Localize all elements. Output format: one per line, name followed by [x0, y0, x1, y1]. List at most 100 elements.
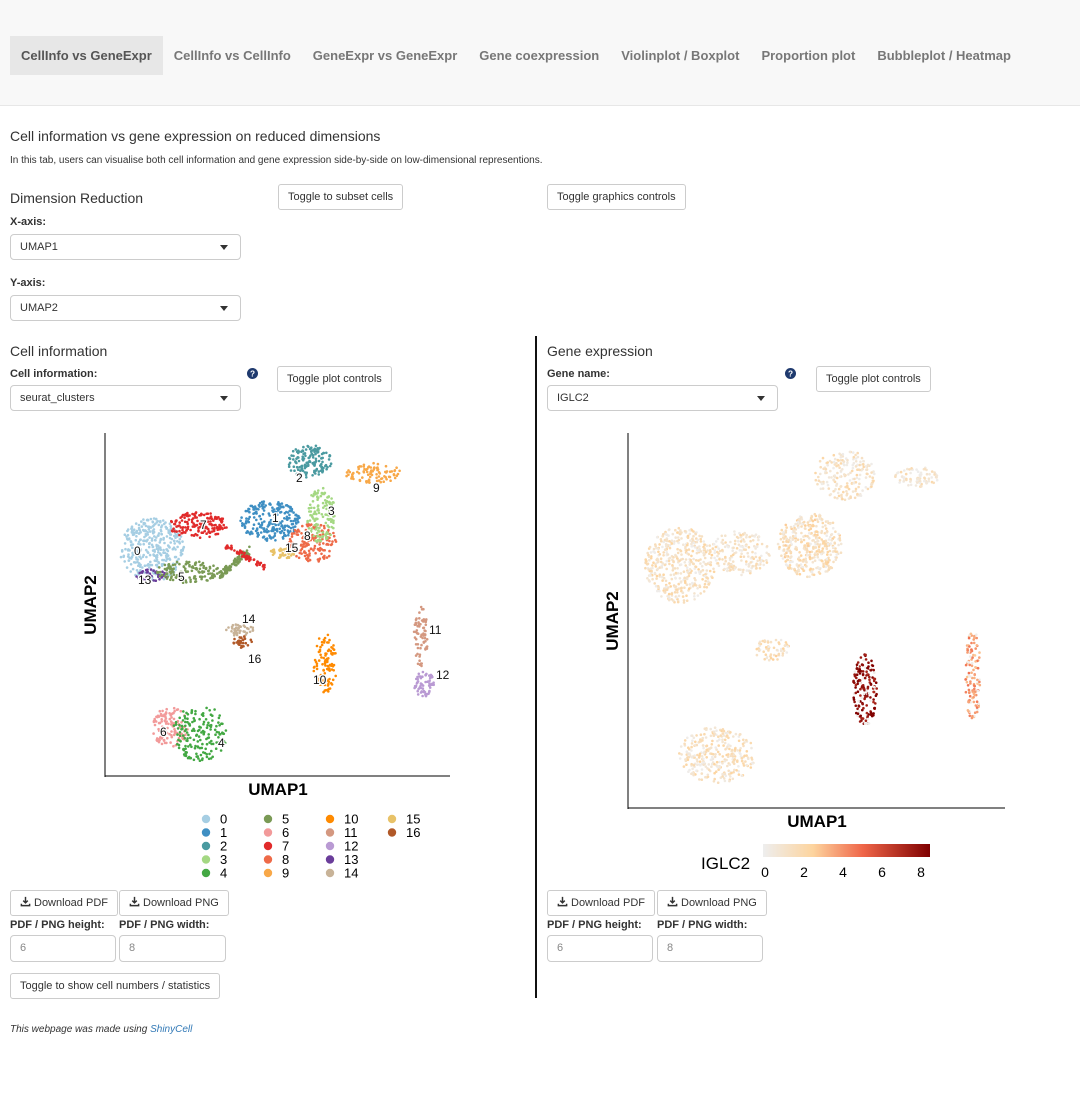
download-icon — [129, 896, 140, 907]
tab-geneexpr-vs-geneexpr[interactable]: GeneExpr vs GeneExpr — [312, 48, 458, 63]
tab-cellinfo-vs-cellinfo[interactable]: CellInfo vs CellInfo — [173, 48, 291, 63]
cellinfo-width-label: PDF / PNG width: — [119, 919, 210, 931]
navbar: CellInfo vs GeneExpr CellInfo vs CellInf… — [0, 0, 1080, 106]
legend-swatch-6 — [263, 828, 273, 837]
legend-swatch-13 — [325, 855, 335, 864]
footer-text: This webpage was made using — [10, 1024, 148, 1035]
svg-text:?: ? — [788, 370, 793, 379]
legend-swatch-16 — [387, 828, 397, 837]
cluster-label-15: 15 — [285, 541, 299, 555]
cluster-label-5: 5 — [178, 570, 185, 584]
download-png-label: Download PNG — [143, 897, 219, 909]
cellinfo-plot-controls-button[interactable]: Toggle plot controls — [277, 366, 392, 392]
legend-label-9: 9 — [282, 866, 289, 881]
legend-label-13: 13 — [344, 852, 358, 867]
cluster-label-16: 16 — [248, 652, 262, 666]
cellinfo-points — [119, 444, 436, 762]
download-icon — [557, 896, 568, 907]
graphics-controls-button[interactable]: Toggle graphics controls — [547, 184, 686, 210]
colorbar-title: IGLC2 — [701, 854, 750, 873]
cluster-label-7: 7 — [200, 518, 207, 532]
geneexpr-download-pdf-button[interactable]: Download PDF — [547, 890, 655, 916]
cluster-label-13: 13 — [138, 573, 152, 587]
geneexpr-plot-controls-button[interactable]: Toggle plot controls — [816, 366, 931, 392]
dimred-heading: Dimension Reduction — [10, 190, 144, 206]
cluster-label-4: 4 — [218, 736, 225, 750]
cellinfo-download-pdf-button[interactable]: Download PDF — [10, 890, 118, 916]
legend-swatch-11 — [325, 828, 335, 837]
footer: This webpage was made using ShinyCell — [10, 1024, 192, 1035]
x-axis-title: UMAP1 — [248, 780, 308, 799]
tab-gene-coexpression[interactable]: Gene coexpression — [479, 48, 600, 63]
legend-swatch-1 — [201, 828, 211, 837]
page-title: Cell information vs gene expression on r… — [10, 128, 381, 144]
legend-swatch-7 — [263, 841, 273, 851]
y-axis-title: UMAP2 — [603, 591, 622, 651]
cluster-label-10: 10 — [313, 673, 327, 687]
legend-label-14: 14 — [344, 866, 358, 881]
cluster-label-14: 14 — [242, 612, 256, 626]
legend-label-6: 6 — [282, 825, 289, 840]
cluster-label-8: 8 — [304, 529, 311, 543]
tab-cellinfo-vs-geneexpr[interactable]: CellInfo vs GeneExpr — [10, 36, 163, 75]
help-icon[interactable]: ? — [785, 368, 796, 379]
legend-swatch-15 — [387, 814, 397, 824]
geneexpr-umap-plot: UMAP1 UMAP2 IGLC2 0 2 4 6 8 — [603, 433, 1005, 880]
legend-swatch-5 — [263, 814, 273, 824]
legend-swatch-2 — [201, 841, 211, 851]
colorbar-tick-0: 0 — [761, 864, 769, 880]
x-axis-select[interactable]: UMAP1 — [10, 234, 241, 260]
y-axis-select[interactable]: UMAP2 — [10, 295, 241, 321]
geneexpr-width-input[interactable]: 8 — [657, 935, 763, 962]
legend-label-15: 15 — [406, 812, 420, 827]
cellinfo-height-input[interactable]: 6 — [10, 935, 116, 962]
legend-label-7: 7 — [282, 839, 289, 854]
colorbar-tick-8: 8 — [917, 864, 925, 880]
colorbar-tick-2: 2 — [800, 864, 808, 880]
legend-label-1: 1 — [220, 825, 227, 840]
cellinfo-height-label: PDF / PNG height: — [10, 919, 105, 931]
y-axis-title: UMAP2 — [81, 575, 100, 635]
cluster-label-3: 3 — [328, 504, 335, 518]
legend-label-10: 10 — [344, 812, 358, 827]
cellinfo-width-input[interactable]: 8 — [119, 935, 226, 962]
legend-label-2: 2 — [220, 839, 227, 854]
legend-label-5: 5 — [282, 812, 289, 827]
geneexpr-download-png-button[interactable]: Download PNG — [657, 890, 767, 916]
geneexpr-points — [644, 450, 982, 784]
cluster-label-1: 1 — [272, 511, 279, 525]
download-png-label: Download PNG — [681, 897, 757, 909]
cellinfo-select-label: Cell information: — [10, 368, 98, 380]
cellinfo-download-png-button[interactable]: Download PNG — [119, 890, 229, 916]
legend-label-8: 8 — [282, 852, 289, 867]
y-axis-label: Y-axis: — [10, 277, 46, 289]
cluster-label-0: 0 — [134, 544, 141, 558]
cellinfo-heading: Cell information — [10, 343, 108, 359]
colorbar — [763, 844, 930, 857]
legend-swatch-10 — [325, 814, 335, 824]
tab-proportion-plot[interactable]: Proportion plot — [761, 48, 856, 63]
legend-swatch-14 — [325, 868, 335, 878]
download-pdf-label: Download PDF — [34, 897, 108, 909]
tab-bubbleplot-heatmap[interactable]: Bubbleplot / Heatmap — [877, 48, 1011, 63]
gene-name-label: Gene name: — [547, 368, 610, 380]
help-icon[interactable]: ? — [247, 368, 258, 379]
shinycell-link[interactable]: ShinyCell — [150, 1024, 193, 1035]
cellinfo-select[interactable]: seurat_clusters — [10, 385, 241, 411]
chevron-down-icon — [757, 396, 765, 401]
geneexpr-width-label: PDF / PNG width: — [657, 919, 748, 931]
page-description: In this tab, users can visualise both ce… — [10, 155, 543, 166]
colorbar-tick-6: 6 — [878, 864, 886, 880]
chevron-down-icon — [220, 396, 228, 401]
tab-violinplot-boxplot[interactable]: Violinplot / Boxplot — [621, 48, 740, 63]
subset-cells-button[interactable]: Toggle to subset cells — [278, 184, 404, 210]
geneexpr-height-input[interactable]: 6 — [547, 935, 653, 962]
chevron-down-icon — [220, 306, 228, 311]
y-axis-value: UMAP2 — [20, 302, 58, 314]
cell-stats-toggle-button[interactable]: Toggle to show cell numbers / statistics — [10, 973, 221, 999]
gene-name-select[interactable]: IGLC2 — [547, 385, 778, 411]
legend-label-12: 12 — [344, 839, 358, 854]
cluster-label-12: 12 — [436, 668, 450, 682]
